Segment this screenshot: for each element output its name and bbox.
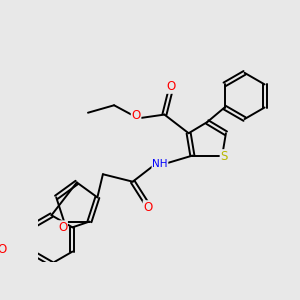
Text: O: O <box>166 80 176 93</box>
Text: O: O <box>58 221 67 234</box>
Text: O: O <box>131 109 141 122</box>
Text: O: O <box>0 243 7 256</box>
Text: S: S <box>220 150 228 163</box>
Text: O: O <box>143 201 153 214</box>
Text: NH: NH <box>152 159 168 169</box>
